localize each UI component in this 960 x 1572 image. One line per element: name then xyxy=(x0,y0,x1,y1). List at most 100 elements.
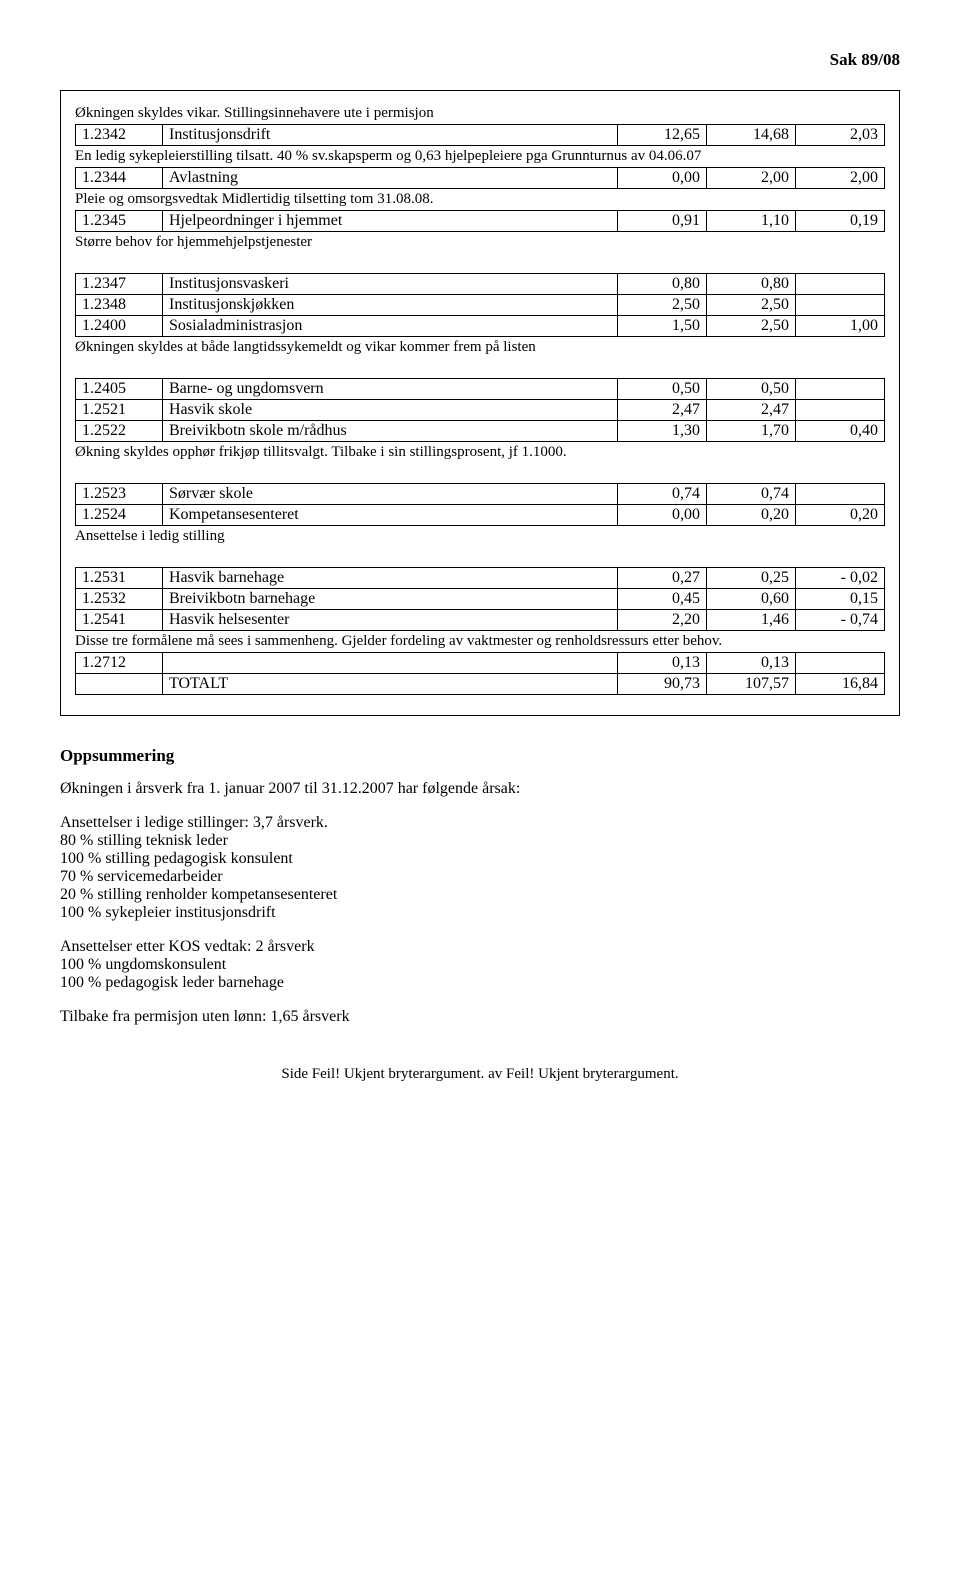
table-2: 1.2344 Avlastning 0,00 2,00 2,00 xyxy=(75,167,885,189)
row-col2: 2,50 xyxy=(707,316,796,337)
row-col1: 0,27 xyxy=(618,568,707,589)
row-col1: 2,20 xyxy=(618,610,707,631)
table-6: 1.2523 Sørvær skole 0,74 0,74 1.2524 Kom… xyxy=(75,483,885,526)
row-label: Breivikbotn skole m/rådhus xyxy=(163,421,618,442)
row-col2: 0,50 xyxy=(707,379,796,400)
table-row: 1.2541 Hasvik helsesenter 2,20 1,46 - 0,… xyxy=(76,610,885,631)
summary-block1: Ansettelser i ledige stillinger: 3,7 års… xyxy=(60,814,900,922)
row-label: Institusjonsvaskeri xyxy=(163,274,618,295)
row-col3 xyxy=(796,400,885,421)
table-row: 1.2405 Barne- og ungdomsvern 0,50 0,50 xyxy=(76,379,885,400)
row-col3 xyxy=(796,484,885,505)
table-row: 1.2523 Sørvær skole 0,74 0,74 xyxy=(76,484,885,505)
row-col1: 2,47 xyxy=(618,400,707,421)
row-col3: 2,00 xyxy=(796,168,885,189)
summary-b1-l3: 100 % stilling pedagogisk konsulent xyxy=(60,850,293,867)
table-row: 1.2532 Breivikbotn barnehage 0,45 0,60 0… xyxy=(76,589,885,610)
row-label: Hjelpeordninger i hjemmet xyxy=(163,211,618,232)
row-code: 1.2345 xyxy=(76,211,163,232)
table-row: 1.2347 Institusjonsvaskeri 0,80 0,80 xyxy=(76,274,885,295)
summary-b1-l5: 20 % stilling renholder kompetansesenter… xyxy=(60,886,337,903)
summary-b1-l2: 80 % stilling teknisk leder xyxy=(60,832,228,849)
row-label: Sosialadministrasjon xyxy=(163,316,618,337)
table-row: 1.2348 Institusjonskjøkken 2,50 2,50 xyxy=(76,295,885,316)
row-col2: 14,68 xyxy=(707,125,796,146)
table-row: 1.2712 0,13 0,13 xyxy=(76,653,885,674)
row-col3: 0,20 xyxy=(796,505,885,526)
row-code: 1.2522 xyxy=(76,421,163,442)
row-label: Hasvik barnehage xyxy=(163,568,618,589)
summary-heading: Oppsummering xyxy=(60,746,900,766)
row-col1: 0,00 xyxy=(618,168,707,189)
note-2524: Ansettelse i ledig stilling xyxy=(75,528,885,545)
table-1: 1.2342 Institusjonsdrift 12,65 14,68 2,0… xyxy=(75,124,885,146)
row-col3: - 0,74 xyxy=(796,610,885,631)
row-col1: 1,30 xyxy=(618,421,707,442)
row-label: Barne- og ungdomsvern xyxy=(163,379,618,400)
row-code: 1.2531 xyxy=(76,568,163,589)
row-col3: 16,84 xyxy=(796,674,885,695)
row-col2: 0,25 xyxy=(707,568,796,589)
table-row: 1.2342 Institusjonsdrift 12,65 14,68 2,0… xyxy=(76,125,885,146)
row-label: Sørvær skole xyxy=(163,484,618,505)
row-label: Breivikbotn barnehage xyxy=(163,589,618,610)
row-col2: 2,50 xyxy=(707,295,796,316)
summary-b1-l1: Ansettelser i ledige stillinger: 3,7 års… xyxy=(60,814,328,831)
row-label: Institusjonskjøkken xyxy=(163,295,618,316)
note-1234x: En ledig sykepleierstilling tilsatt. 40 … xyxy=(75,148,885,165)
row-label xyxy=(163,653,618,674)
row-col2: 0,13 xyxy=(707,653,796,674)
row-col1: 0,13 xyxy=(618,653,707,674)
table-row: 1.2522 Breivikbotn skole m/rådhus 1,30 1… xyxy=(76,421,885,442)
main-content-box: Økningen skyldes vikar. Stillingsinnehav… xyxy=(60,90,900,716)
row-code: 1.2712 xyxy=(76,653,163,674)
row-col3: 0,40 xyxy=(796,421,885,442)
note-2400: Økningen skyldes at både langtidssykemel… xyxy=(75,339,885,356)
row-code: 1.2344 xyxy=(76,168,163,189)
row-col1: 0,74 xyxy=(618,484,707,505)
row-label: Institusjonsdrift xyxy=(163,125,618,146)
row-col3: 1,00 xyxy=(796,316,885,337)
row-col1: 90,73 xyxy=(618,674,707,695)
note-2522: Økning skyldes opphør frikjøp tillitsval… xyxy=(75,444,885,461)
row-label: TOTALT xyxy=(163,674,618,695)
row-col2: 0,80 xyxy=(707,274,796,295)
row-col3: 0,19 xyxy=(796,211,885,232)
summary-b1-l4: 70 % servicemedarbeider xyxy=(60,868,223,885)
row-col3: - 0,02 xyxy=(796,568,885,589)
table-4: 1.2347 Institusjonsvaskeri 0,80 0,80 1.2… xyxy=(75,273,885,337)
summary-b2-l3: 100 % pedagogisk leder barnehage xyxy=(60,974,284,991)
table-row: 1.2345 Hjelpeordninger i hjemmet 0,91 1,… xyxy=(76,211,885,232)
row-col2: 107,57 xyxy=(707,674,796,695)
note-2345: Større behov for hjemmehjelpstjenester xyxy=(75,234,885,251)
row-col3 xyxy=(796,295,885,316)
table-3: 1.2345 Hjelpeordninger i hjemmet 0,91 1,… xyxy=(75,210,885,232)
summary-block2: Ansettelser etter KOS vedtak: 2 årsverk … xyxy=(60,938,900,992)
row-code: 1.2405 xyxy=(76,379,163,400)
table-row: 1.2400 Sosialadministrasjon 1,50 2,50 1,… xyxy=(76,316,885,337)
row-code: 1.2400 xyxy=(76,316,163,337)
table-row: 1.2521 Hasvik skole 2,47 2,47 xyxy=(76,400,885,421)
row-col2: 0,20 xyxy=(707,505,796,526)
row-col2: 0,60 xyxy=(707,589,796,610)
row-col2: 2,00 xyxy=(707,168,796,189)
row-code: 1.2521 xyxy=(76,400,163,421)
row-col2: 1,46 xyxy=(707,610,796,631)
note-2541: Disse tre formålene må sees i sammenheng… xyxy=(75,633,885,650)
case-number-header: Sak 89/08 xyxy=(60,50,900,70)
row-label: Hasvik helsesenter xyxy=(163,610,618,631)
row-code: 1.2532 xyxy=(76,589,163,610)
row-label: Hasvik skole xyxy=(163,400,618,421)
summary-b2-l1: Ansettelser etter KOS vedtak: 2 årsverk xyxy=(60,938,315,955)
row-code: 1.2541 xyxy=(76,610,163,631)
row-col1: 0,50 xyxy=(618,379,707,400)
row-label: Kompetansesenteret xyxy=(163,505,618,526)
row-col1: 0,00 xyxy=(618,505,707,526)
row-col1: 1,50 xyxy=(618,316,707,337)
row-label: Avlastning xyxy=(163,168,618,189)
summary-block3: Tilbake fra permisjon uten lønn: 1,65 år… xyxy=(60,1008,900,1026)
summary-b2-l2: 100 % ungdomskonsulent xyxy=(60,956,226,973)
row-col1: 0,91 xyxy=(618,211,707,232)
summary-line1: Økningen i årsverk fra 1. januar 2007 ti… xyxy=(60,780,900,798)
table-5: 1.2405 Barne- og ungdomsvern 0,50 0,50 1… xyxy=(75,378,885,442)
